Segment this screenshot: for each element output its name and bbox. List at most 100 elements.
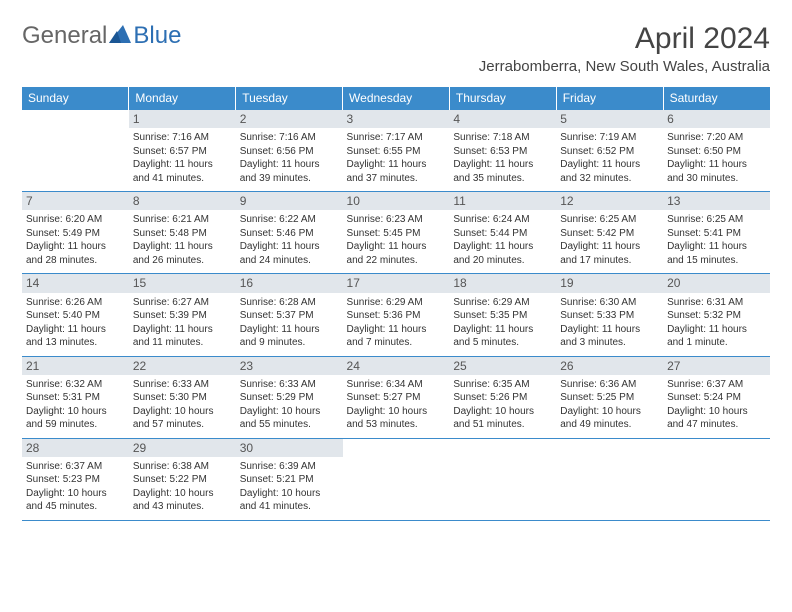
sunrise-text: Sunrise: 6:37 AM xyxy=(26,460,125,474)
sunrise-text: Sunrise: 6:20 AM xyxy=(26,213,125,227)
calendar-cell: 21Sunrise: 6:32 AMSunset: 5:31 PMDayligh… xyxy=(22,356,129,438)
daylight-text: Daylight: 10 hours and 49 minutes. xyxy=(560,405,659,432)
sunrise-text: Sunrise: 6:31 AM xyxy=(667,296,766,310)
sunset-text: Sunset: 5:23 PM xyxy=(26,473,125,487)
calendar-row: 1Sunrise: 7:16 AMSunset: 6:57 PMDaylight… xyxy=(22,110,770,192)
sunset-text: Sunset: 5:40 PM xyxy=(26,309,125,323)
day-header: Thursday xyxy=(449,87,556,110)
sunset-text: Sunset: 5:41 PM xyxy=(667,227,766,241)
day-number: 23 xyxy=(236,357,343,375)
daylight-text: Daylight: 11 hours and 24 minutes. xyxy=(240,240,339,267)
sunset-text: Sunset: 5:27 PM xyxy=(347,391,446,405)
daylight-text: Daylight: 10 hours and 57 minutes. xyxy=(133,405,232,432)
day-number: 30 xyxy=(236,439,343,457)
sunrise-text: Sunrise: 6:36 AM xyxy=(560,378,659,392)
calendar-cell: 10Sunrise: 6:23 AMSunset: 5:45 PMDayligh… xyxy=(343,192,450,274)
daylight-text: Daylight: 11 hours and 17 minutes. xyxy=(560,240,659,267)
daylight-text: Daylight: 11 hours and 7 minutes. xyxy=(347,323,446,350)
calendar-cell: 11 Sunrise: 6:24 AMSunset: 5:44 PMDayligh… xyxy=(449,192,556,274)
sunrise-text: Sunrise: 6:38 AM xyxy=(133,460,232,474)
sunset-text: Sunset: 6:56 PM xyxy=(240,145,339,159)
sunset-text: Sunset: 5:25 PM xyxy=(560,391,659,405)
daylight-text: Daylight: 11 hours and 9 minutes. xyxy=(240,323,339,350)
calendar-cell-empty xyxy=(556,438,663,520)
daylight-text: Daylight: 11 hours and 26 minutes. xyxy=(133,240,232,267)
sunset-text: Sunset: 5:22 PM xyxy=(133,473,232,487)
sunset-text: Sunset: 5:48 PM xyxy=(133,227,232,241)
location-text: Jerrabomberra, New South Wales, Australi… xyxy=(479,58,770,75)
day-header: Saturday xyxy=(663,87,770,110)
sunrise-text: Sunrise: 6:29 AM xyxy=(347,296,446,310)
calendar-row: 14Sunrise: 6:26 AMSunset: 5:40 PMDayligh… xyxy=(22,274,770,356)
sunset-text: Sunset: 5:36 PM xyxy=(347,309,446,323)
calendar-cell: 5Sunrise: 7:19 AMSunset: 6:52 PMDaylight… xyxy=(556,110,663,192)
calendar-cell: 18Sunrise: 6:29 AMSunset: 5:35 PMDayligh… xyxy=(449,274,556,356)
sunset-text: Sunset: 5:33 PM xyxy=(560,309,659,323)
day-number: 13 xyxy=(663,192,770,210)
day-number: 27 xyxy=(663,357,770,375)
calendar-cell: 9Sunrise: 6:22 AMSunset: 5:46 PMDaylight… xyxy=(236,192,343,274)
day-header: Wednesday xyxy=(343,87,450,110)
daylight-text: Daylight: 11 hours and 11 minutes. xyxy=(133,323,232,350)
calendar-cell-empty xyxy=(663,438,770,520)
sunset-text: Sunset: 6:53 PM xyxy=(453,145,552,159)
calendar-cell-empty xyxy=(449,438,556,520)
day-number: 26 xyxy=(556,357,663,375)
calendar-row: 28Sunrise: 6:37 AMSunset: 5:23 PMDayligh… xyxy=(22,438,770,520)
day-number: 20 xyxy=(663,274,770,292)
calendar-cell: 6Sunrise: 7:20 AMSunset: 6:50 PMDaylight… xyxy=(663,110,770,192)
daylight-text: Daylight: 11 hours and 20 minutes. xyxy=(453,240,552,267)
day-number: 8 xyxy=(129,192,236,210)
day-number: 6 xyxy=(663,110,770,128)
sunrise-text: Sunrise: 6:39 AM xyxy=(240,460,339,474)
daylight-text: Daylight: 11 hours and 37 minutes. xyxy=(347,158,446,185)
calendar-cell-empty xyxy=(22,110,129,192)
daylight-text: Daylight: 11 hours and 15 minutes. xyxy=(667,240,766,267)
daylight-text: Daylight: 10 hours and 51 minutes. xyxy=(453,405,552,432)
day-header: Tuesday xyxy=(236,87,343,110)
sunset-text: Sunset: 5:39 PM xyxy=(133,309,232,323)
calendar-cell: 25Sunrise: 6:35 AMSunset: 5:26 PMDayligh… xyxy=(449,356,556,438)
calendar-cell: 20 Sunrise: 6:31 AMSunset: 5:32 PMDayligh… xyxy=(663,274,770,356)
daylight-text: Daylight: 11 hours and 32 minutes. xyxy=(560,158,659,185)
daylight-text: Daylight: 11 hours and 3 minutes. xyxy=(560,323,659,350)
sunset-text: Sunset: 5:44 PM xyxy=(453,227,552,241)
sunrise-text: Sunrise: 6:28 AM xyxy=(240,296,339,310)
sunrise-text: Sunrise: 6:23 AM xyxy=(347,213,446,227)
calendar-cell: 24Sunrise: 6:34 AMSunset: 5:27 PMDayligh… xyxy=(343,356,450,438)
day-number: 10 xyxy=(343,192,450,210)
sunrise-text: Sunrise: 6:25 AM xyxy=(667,213,766,227)
sunset-text: Sunset: 5:31 PM xyxy=(26,391,125,405)
calendar-cell: 19Sunrise: 6:30 AMSunset: 5:33 PMDayligh… xyxy=(556,274,663,356)
day-number: 29 xyxy=(129,439,236,457)
calendar-row: 7Sunrise: 6:20 AMSunset: 5:49 PMDaylight… xyxy=(22,192,770,274)
sunset-text: Sunset: 5:21 PM xyxy=(240,473,339,487)
calendar-cell: 7Sunrise: 6:20 AMSunset: 5:49 PMDaylight… xyxy=(22,192,129,274)
calendar-cell: 17Sunrise: 6:29 AMSunset: 5:36 PMDayligh… xyxy=(343,274,450,356)
sunset-text: Sunset: 6:55 PM xyxy=(347,145,446,159)
sunset-text: Sunset: 5:45 PM xyxy=(347,227,446,241)
sunrise-text: Sunrise: 6:35 AM xyxy=(453,378,552,392)
calendar-cell: 16Sunrise: 6:28 AMSunset: 5:37 PMDayligh… xyxy=(236,274,343,356)
daylight-text: Daylight: 11 hours and 1 minute. xyxy=(667,323,766,350)
calendar-cell: 27Sunrise: 6:37 AMSunset: 5:24 PMDayligh… xyxy=(663,356,770,438)
sunset-text: Sunset: 5:49 PM xyxy=(26,227,125,241)
logo-icon xyxy=(109,22,131,50)
sunrise-text: Sunrise: 7:18 AM xyxy=(453,131,552,145)
daylight-text: Daylight: 11 hours and 35 minutes. xyxy=(453,158,552,185)
month-title: April 2024 xyxy=(479,22,770,56)
sunrise-text: Sunrise: 6:30 AM xyxy=(560,296,659,310)
sunset-text: Sunset: 5:35 PM xyxy=(453,309,552,323)
day-number: 5 xyxy=(556,110,663,128)
daylight-text: Daylight: 11 hours and 39 minutes. xyxy=(240,158,339,185)
day-number: 11 xyxy=(449,192,556,210)
day-number: 21 xyxy=(22,357,129,375)
day-number: 22 xyxy=(129,357,236,375)
sunrise-text: Sunrise: 6:24 AM xyxy=(453,213,552,227)
day-number: 4 xyxy=(449,110,556,128)
daylight-text: Daylight: 10 hours and 55 minutes. xyxy=(240,405,339,432)
calendar-cell: 26 Sunrise: 6:36 AMSunset: 5:25 PMDayligh… xyxy=(556,356,663,438)
sunset-text: Sunset: 5:32 PM xyxy=(667,309,766,323)
calendar-cell: 23Sunrise: 6:33 AMSunset: 5:29 PMDayligh… xyxy=(236,356,343,438)
sunrise-text: Sunrise: 6:34 AM xyxy=(347,378,446,392)
